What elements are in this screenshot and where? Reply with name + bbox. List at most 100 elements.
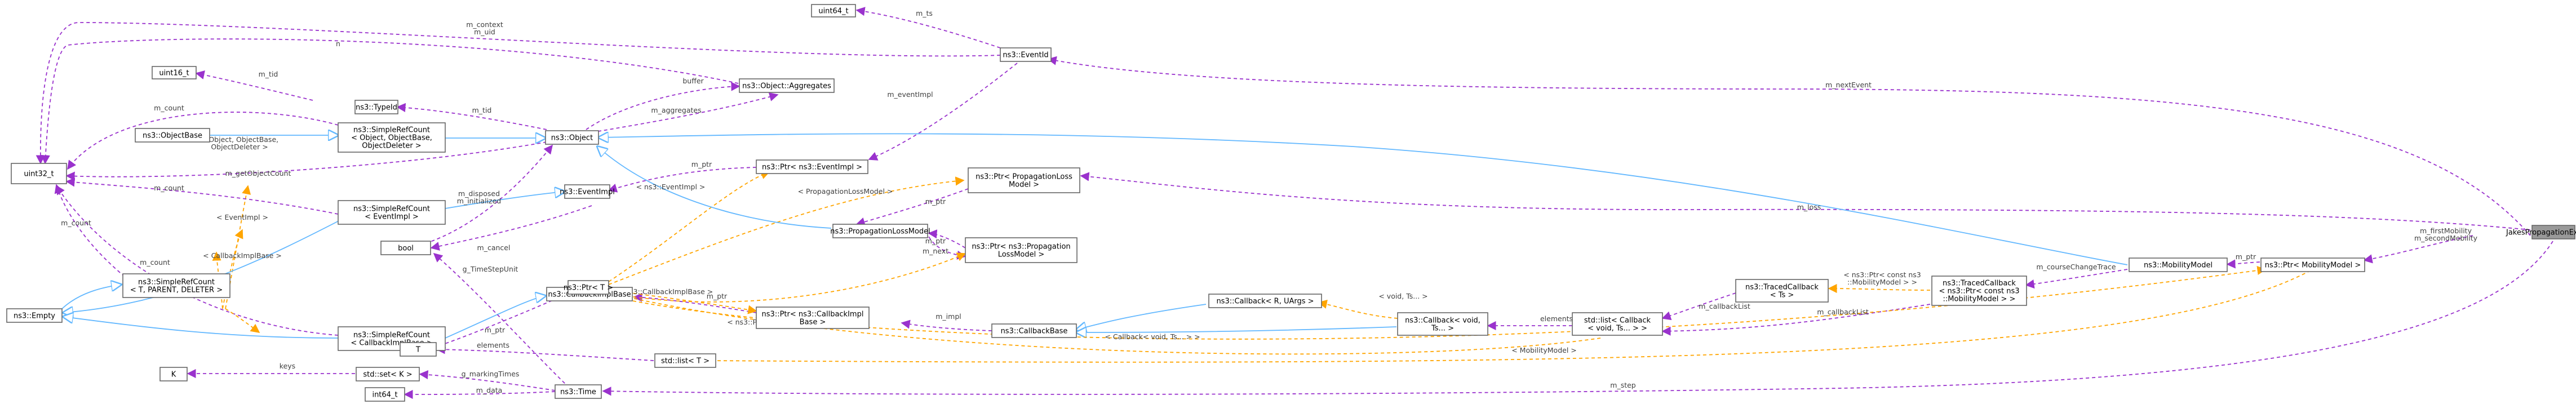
node-uint32[interactable]: uint32_t	[11, 163, 67, 184]
node-src-object[interactable]: ns3::SimpleRefCount< Object, ObjectBase,…	[338, 122, 446, 153]
edge-m-data	[404, 389, 556, 399]
edge-label-tpl-eventimpl-ptr: < ns3::EventImpl >	[636, 183, 706, 191]
node-plm[interactable]: ns3::PropagationLossModel	[830, 224, 930, 238]
edge-label-m-ptr-cib: m_ptr	[707, 292, 728, 300]
node-ptr-mm[interactable]: ns3::Ptr< MobilityModel >	[2260, 258, 2365, 272]
node-label: ns3::Empty	[14, 312, 55, 321]
node-label: < ns3::Ptr< const ns3	[1939, 287, 2020, 296]
node-ptr-plm-mid[interactable]: ns3::Ptr< ns3::PropagationLossModel >	[965, 237, 1078, 263]
node-label: uint32_t	[24, 170, 54, 179]
edge-context-uid	[36, 22, 1001, 165]
edge-tpl-plm-ptr	[608, 252, 966, 303]
edge-m-ts	[855, 7, 1001, 48]
node-t[interactable]: T	[400, 342, 437, 357]
node-ptr-cib[interactable]: ns3::Ptr< ns3::CallbackImplBase >	[756, 307, 870, 329]
node-box	[1572, 312, 1663, 336]
node-time[interactable]: ns3::Time	[555, 384, 602, 399]
node-int64[interactable]: int64_t	[365, 387, 405, 402]
edge-disposed	[425, 144, 553, 244]
node-label: ns3::ObjectBase	[143, 132, 202, 140]
edge-label-disposed: m_disposed	[458, 189, 500, 198]
node-box	[354, 100, 398, 114]
edge-label-keys: keys	[280, 362, 295, 370]
edge-g-markingtimes	[419, 370, 556, 391]
edge-label-m-aggregates: m_aggregates	[651, 106, 701, 114]
edge-inherit-callback-ru	[1076, 304, 1207, 330]
node-box	[654, 353, 716, 368]
node-mobilitymodel[interactable]: ns3::MobilityModel	[2129, 258, 2228, 272]
edge-elements-t	[436, 345, 654, 361]
node-src-generic[interactable]: ns3::SimpleRefCount< T, PARENT, DELETER …	[122, 273, 230, 298]
node-label: ns3::EventImpl	[560, 188, 615, 197]
edge-label-m-firstMobility: m_firstMobility	[2420, 227, 2472, 235]
edge-label-elements-t: elements	[477, 341, 509, 349]
node-bool[interactable]: bool	[380, 241, 431, 255]
node-uint16[interactable]: uint16_t	[152, 66, 197, 79]
node-callbackbase[interactable]: ns3::CallbackBase	[991, 323, 1077, 338]
node-label: ns3::Time	[560, 388, 596, 397]
node-empty[interactable]: ns3::Empty	[6, 308, 63, 323]
node-traced-cb[interactable]: ns3::TracedCallback< Ts >	[1735, 279, 1829, 303]
node-box	[2260, 258, 2365, 272]
node-list-callback[interactable]: std::list< Callback< void, Ts... > >	[1572, 312, 1663, 336]
edge-m-callbacklist-2	[1661, 304, 1931, 336]
node-box	[756, 159, 868, 174]
edge-tpl-eventimpl-ptr	[608, 170, 770, 282]
edge-label-m-next: m_next	[923, 247, 948, 255]
edge-label-m-count-4: m_count	[140, 258, 170, 267]
node-label: std::list< Callback	[1584, 317, 1651, 325]
node-objectbase[interactable]: ns3::ObjectBase	[135, 128, 210, 143]
node-label: Model >	[1009, 181, 1039, 189]
edge-m-eventimpl	[868, 63, 1018, 161]
node-object[interactable]: ns3::Object	[545, 130, 599, 145]
node-uint64[interactable]: uint64_t	[811, 4, 856, 17]
edge-m-ptr-mm	[2226, 259, 2260, 269]
node-k[interactable]: K	[159, 367, 188, 381]
node-label: ns3::Ptr< PropagationLoss	[976, 173, 1072, 181]
edge-label-tpl-traced: < ns3::Ptr< const ns3	[1843, 270, 1921, 279]
edge-label-buffer: buffer	[682, 77, 704, 85]
edge-inherit-empty-src-ei	[63, 219, 342, 313]
edge-label-m-tid-top: m_tid	[259, 70, 278, 78]
node-ptr-plm-top[interactable]: ns3::Ptr< PropagationLossModel >	[968, 167, 1080, 193]
node-ptr-t[interactable]: ns3::Ptr< T >	[564, 280, 613, 295]
node-label: JakesPropagationExample	[2506, 229, 2576, 237]
node-box	[811, 4, 856, 17]
node-typeid[interactable]: ns3::TypeId	[354, 100, 398, 114]
edge-g-timestep	[433, 252, 570, 388]
node-callback-void[interactable]: ns3::Callback< void,Ts... >	[1397, 312, 1488, 336]
node-set-k[interactable]: std::set< K >	[356, 367, 420, 381]
node-ptr-eventimpl[interactable]: ns3::Ptr< ns3::EventImpl >	[756, 159, 868, 174]
node-box	[152, 66, 197, 79]
node-list-t[interactable]: std::list< T >	[654, 353, 716, 368]
edge-label-m-ptr-mm: m_ptr	[2236, 252, 2256, 261]
edge-label-m-callbackList-1: m_callbackList	[1699, 302, 1750, 310]
node-src-eventimpl[interactable]: ns3::SimpleRefCount< EventImpl >	[338, 200, 446, 225]
node-box	[991, 323, 1077, 338]
edge-label-m-count-1: m_count	[154, 104, 184, 112]
node-eventimpl[interactable]: ns3::EventImpl	[560, 184, 615, 199]
edge-m-ptr-cib	[633, 292, 757, 313]
node-label: ns3::SimpleRefCount	[353, 331, 430, 340]
node-label: ns3::Object::Aggregates	[742, 82, 831, 91]
edge-label-m-getObjectCount: m_getObjectCount	[225, 169, 291, 177]
node-box	[555, 384, 602, 399]
node-label: ::MobilityModel > >	[1943, 295, 2016, 304]
edge-m-nextevent	[1047, 56, 2531, 236]
edge-tpl-void	[1318, 299, 1398, 319]
node-box	[1000, 47, 1052, 62]
node-eventid[interactable]: ns3::EventId	[1000, 47, 1052, 62]
node-box	[380, 241, 431, 255]
edge-label-m-loss: m_loss	[1797, 203, 1821, 211]
node-aggregates[interactable]: ns3::Object::Aggregates	[739, 78, 835, 93]
edge-label-disposed: m_initialized	[457, 197, 501, 205]
node-callback-r-uargs[interactable]: ns3::Callback< R, UArgs >	[1208, 294, 1322, 308]
node-label: ns3::SimpleRefCount	[138, 278, 215, 287]
edge-label-context-uid: m_uid	[474, 28, 495, 36]
node-label: < Object, ObjectBase,	[351, 134, 432, 143]
node-traced-cb-mm[interactable]: ns3::TracedCallback< ns3::Ptr< const ns3…	[1931, 276, 2027, 306]
node-jakes[interactable]: JakesPropagationExample	[2506, 225, 2576, 239]
node-label: ns3::CallbackBase	[1001, 327, 1068, 336]
